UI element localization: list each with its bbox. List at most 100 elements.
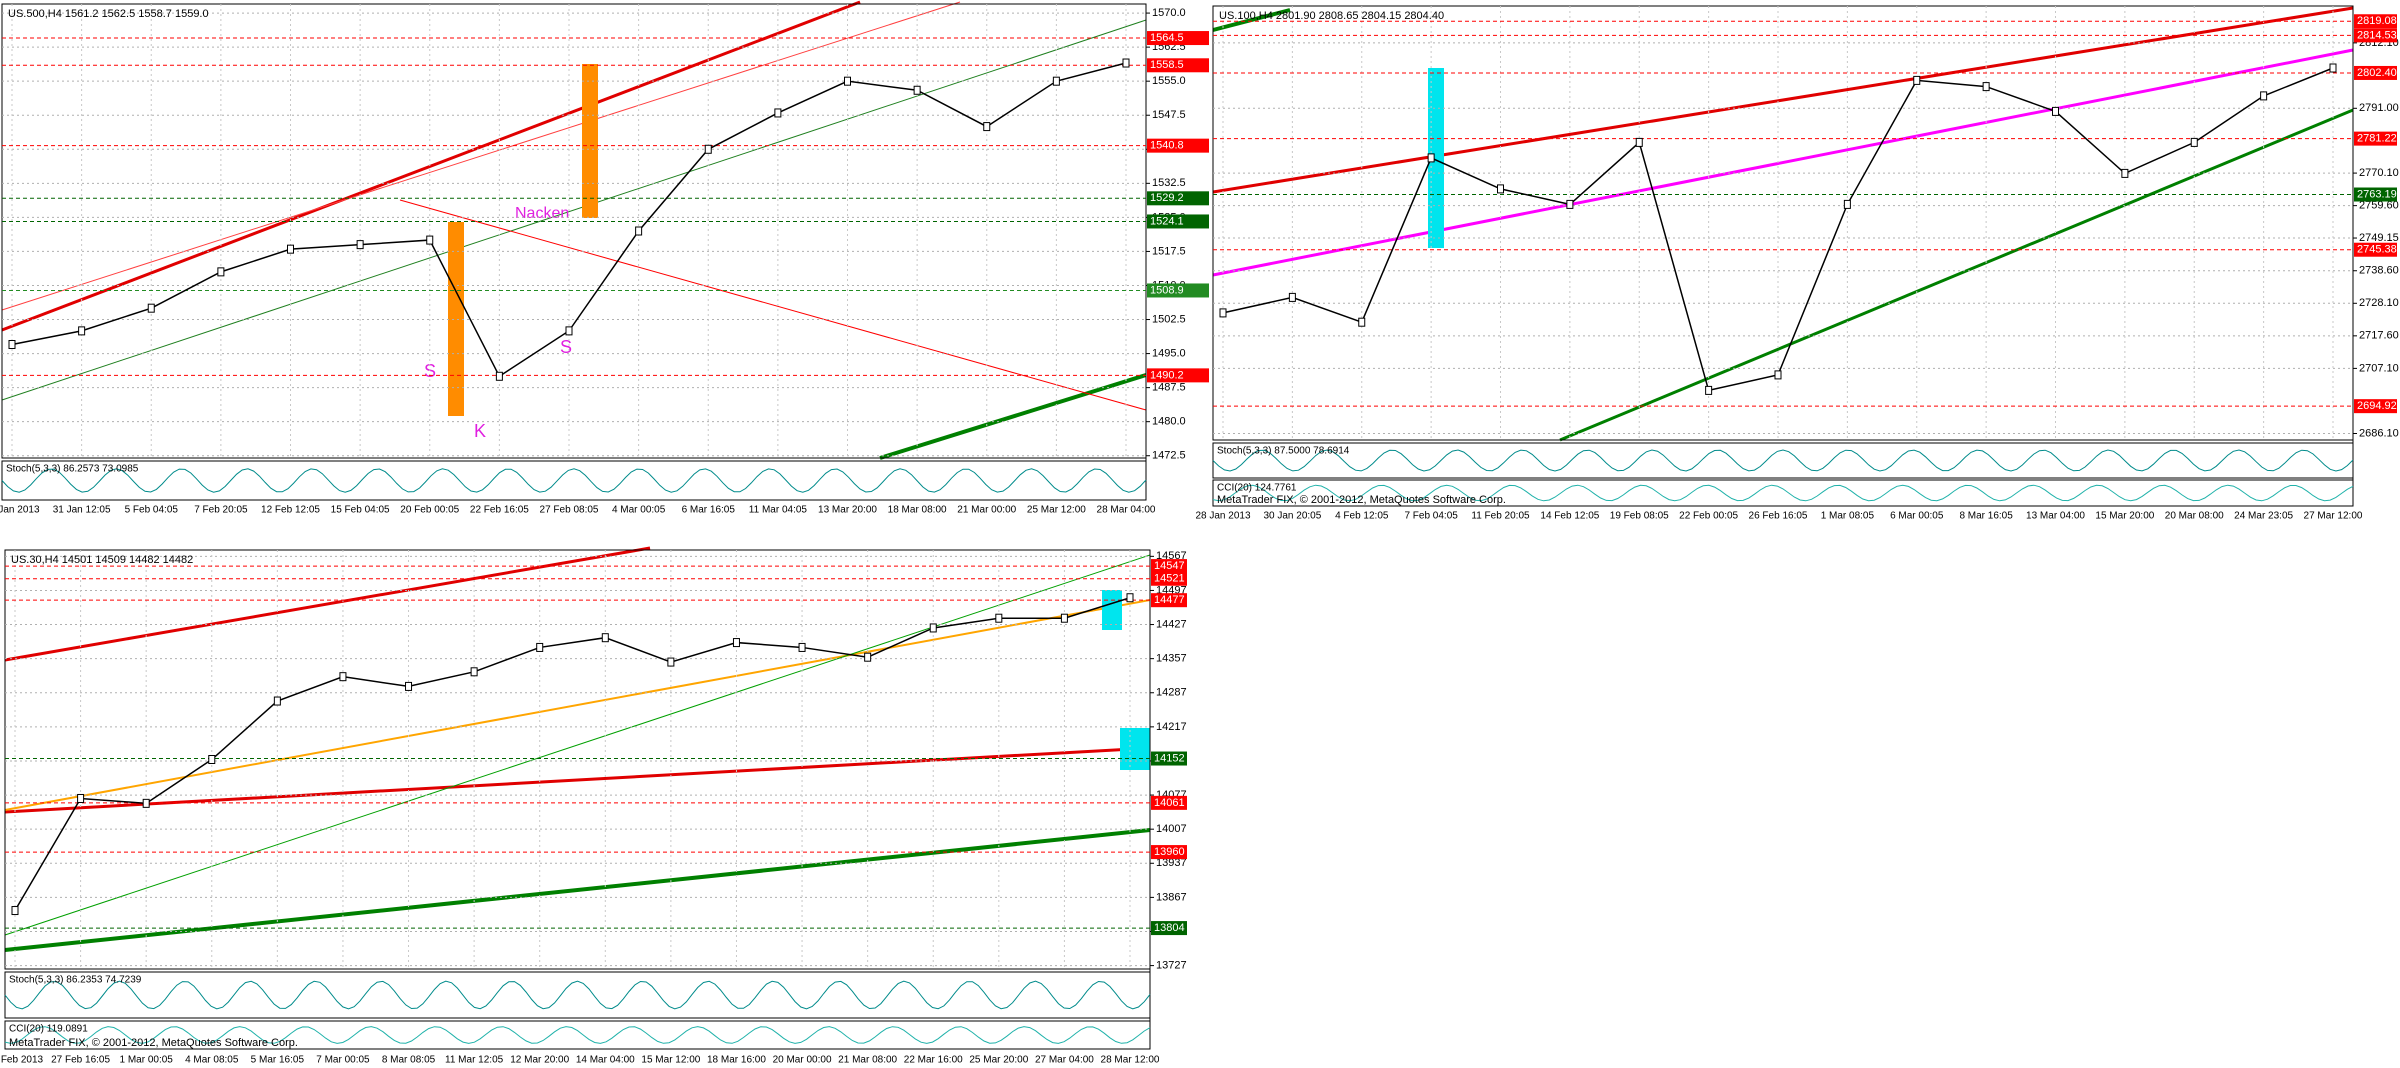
y-tick-label: 14427	[1156, 618, 1187, 630]
indicator-wave	[4, 1026, 1151, 1044]
x-tick-label: 22 Mar 16:00	[904, 1055, 963, 1066]
y-tick-label: 14007	[1156, 823, 1187, 835]
candle	[2260, 91, 2268, 101]
candle	[8, 340, 16, 349]
x-tick-label: 15 Mar 20:00	[2095, 511, 2154, 522]
x-tick-label: 13 Mar 20:00	[818, 505, 877, 516]
candle	[273, 696, 281, 706]
trendline	[1559, 108, 2354, 442]
level-box	[2354, 131, 2397, 146]
candle	[1982, 82, 1990, 92]
candle	[565, 326, 573, 336]
x-tick-label: 5 Mar 16:05	[251, 1055, 305, 1066]
candle	[844, 76, 851, 86]
x-tick-label: 26 Feb 2013	[0, 1055, 44, 1066]
candle	[2121, 168, 2129, 178]
x-tick-label: 5 Feb 04:05	[125, 505, 179, 516]
y-tick-label: 2759.60	[2359, 200, 2399, 212]
candle	[1635, 137, 1643, 147]
x-tick-label: 12 Mar 20:00	[510, 1055, 569, 1066]
candle	[2190, 137, 2198, 147]
trendline	[4, 828, 1151, 952]
level-box	[1151, 559, 1187, 574]
level-box	[1151, 845, 1187, 860]
level-label: 2745.38	[2357, 244, 2397, 256]
candle	[208, 755, 216, 764]
x-tick-label: 28 Mar 04:00	[1097, 505, 1156, 516]
x-tick-label: 26 Feb 16:05	[1749, 511, 1808, 522]
x-tick-label: 28 Jan 2013	[1195, 511, 1250, 522]
indicator-label: CCI(20) 124.7761	[1217, 483, 1297, 494]
level-label: 14061	[1154, 797, 1185, 809]
indicator-label: Stoch(5,3,3) 86.2353 74.7239	[9, 975, 142, 986]
candle	[1427, 153, 1435, 163]
x-tick-label: 1 Mar 08:05	[1821, 511, 1875, 522]
y-tick-label: 1570.0	[1152, 7, 1186, 19]
chart-header: US.30,H4 14501 14509 14482 14482	[11, 554, 193, 566]
trendline	[1212, 8, 1291, 32]
candle	[11, 906, 19, 916]
level-box	[1151, 751, 1187, 766]
indicator-label: Stoch(5,3,3) 87.5000 78.6914	[1217, 446, 1350, 457]
y-tick-label: 2717.60	[2359, 330, 2399, 342]
candle	[147, 303, 155, 313]
x-tick-label: 6 Mar 00:05	[1890, 511, 1944, 522]
level-box	[2354, 399, 2397, 414]
level-label: 1490.2	[1150, 369, 1184, 381]
trendline	[4, 554, 1151, 936]
annotation: K	[474, 421, 486, 441]
candle	[287, 244, 294, 254]
level-label: 13804	[1154, 922, 1185, 934]
x-tick-label: 27 Mar 04:00	[1035, 1055, 1094, 1066]
candle	[2052, 106, 2059, 116]
trendline	[1212, 48, 2354, 277]
price-line	[14, 597, 1131, 911]
candle	[1774, 370, 1782, 380]
level-box	[2354, 187, 2397, 202]
y-tick-label: 13937	[1156, 857, 1187, 869]
level-label: 1529.2	[1150, 192, 1184, 204]
level-box	[1151, 795, 1187, 810]
candle	[798, 642, 806, 652]
level-label: 13960	[1154, 846, 1185, 858]
level-box	[1147, 191, 1209, 206]
candle	[995, 613, 1003, 623]
x-tick-label: 22 Feb 16:05	[470, 505, 529, 516]
level-box	[1151, 593, 1187, 608]
y-tick-label: 2770.10	[2359, 167, 2399, 179]
level-label: 14152	[1154, 752, 1185, 764]
y-tick-label: 1472.5	[1152, 450, 1186, 462]
marker	[1428, 68, 1444, 248]
level-label: 1564.5	[1150, 32, 1184, 44]
y-tick-label: 1495.0	[1152, 347, 1186, 359]
indicator-wave	[1212, 449, 2354, 472]
x-tick-label: 19 Feb 08:05	[1610, 511, 1669, 522]
y-tick-label: 1547.5	[1152, 109, 1186, 121]
x-tick-label: 31 Jan 12:05	[53, 505, 111, 516]
candle	[864, 652, 872, 662]
marker	[582, 64, 598, 218]
level-box	[1147, 283, 1209, 298]
candle	[1913, 75, 1921, 85]
trendline	[399, 199, 1147, 411]
x-tick-label: 27 Mar 12:00	[2304, 511, 2363, 522]
y-tick-label: 2791.00	[2359, 102, 2399, 114]
trendline	[1, 1, 961, 311]
x-tick-label: 25 Mar 20:00	[969, 1055, 1028, 1066]
x-tick-label: 14 Mar 04:00	[576, 1055, 635, 1066]
marker	[448, 222, 464, 416]
indicator-label: Stoch(5,3,3) 86.2573 73.0985	[6, 464, 139, 475]
candle	[1705, 385, 1713, 395]
x-tick-label: 7 Feb 20:05	[194, 505, 248, 516]
x-tick-label: 20 Mar 00:00	[773, 1055, 832, 1066]
trendline	[879, 373, 1147, 460]
x-tick-label: 7 Mar 00:05	[316, 1055, 370, 1066]
level-label: 2814.53	[2357, 29, 2397, 41]
candle	[913, 85, 921, 95]
level-label: 2694.92	[2357, 400, 2397, 412]
x-tick-label: 22 Feb 00:05	[1679, 511, 1738, 522]
level-box	[2354, 28, 2397, 43]
y-tick-label: 1517.5	[1152, 245, 1186, 257]
